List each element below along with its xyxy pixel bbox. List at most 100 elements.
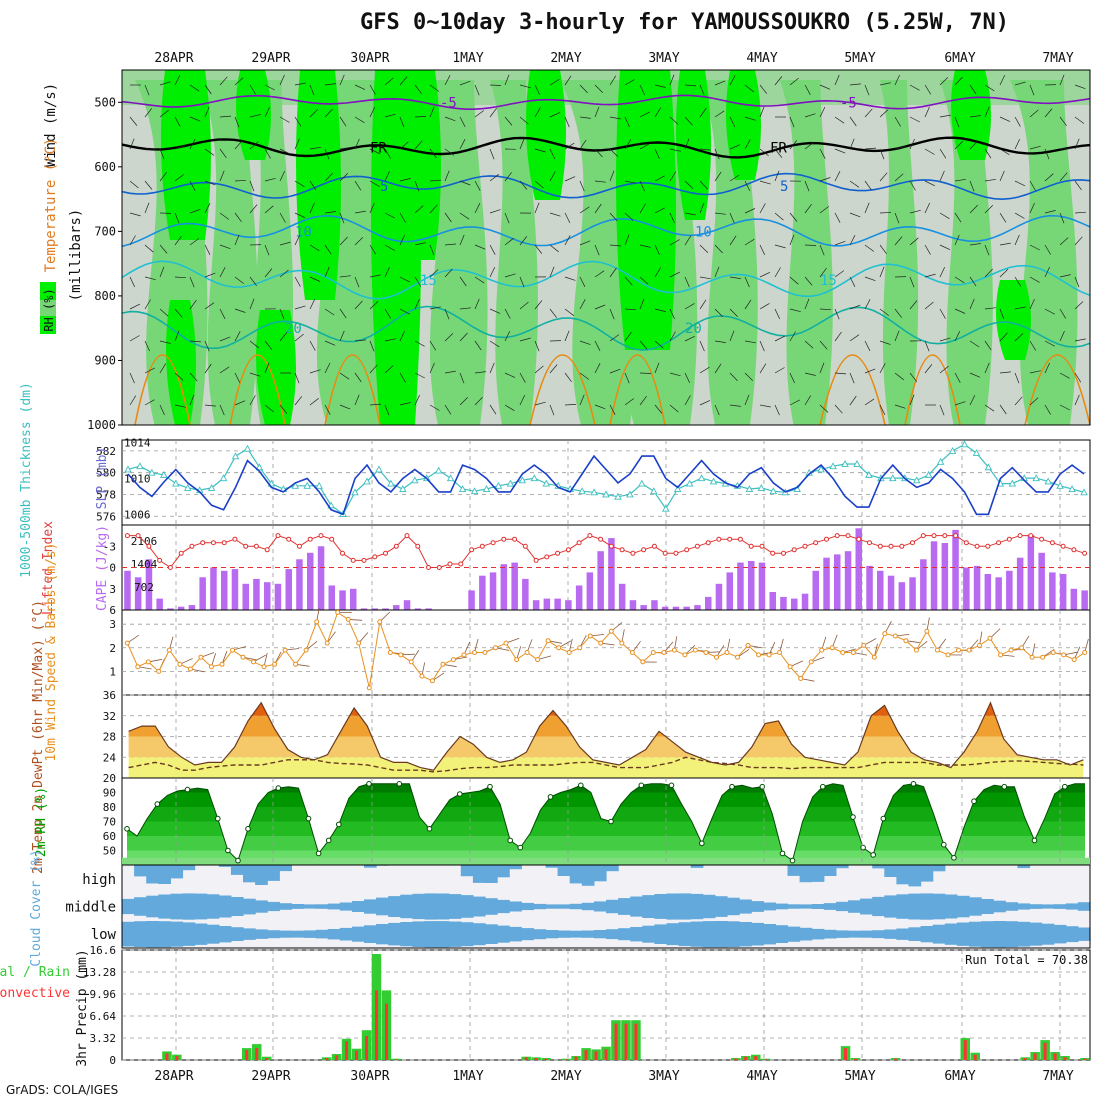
cloud-cover-bar: [183, 865, 196, 870]
rh-saturated-region: [951, 70, 991, 160]
cape-bar: [264, 582, 271, 610]
wind-speed-point: [778, 651, 782, 655]
cape-tick-label: 1404: [131, 558, 158, 571]
cloud-cover-bar: [775, 904, 788, 910]
cape-bar: [1081, 590, 1088, 610]
cape-bar: [393, 605, 400, 610]
rh2m-point: [1032, 838, 1037, 843]
li-tick-label: 0: [109, 562, 116, 575]
wind-speed-point: [241, 655, 245, 659]
wind-speed-point: [220, 662, 224, 666]
cape-bar: [350, 589, 357, 610]
cloud-cover-bar: [654, 894, 667, 919]
li-point: [276, 534, 280, 538]
rh2m-point: [226, 848, 231, 853]
rh2m-point: [851, 815, 856, 820]
wind-speed-point: [315, 620, 319, 624]
wind-speed-point: [841, 651, 845, 655]
cloud-cover-bar: [158, 921, 171, 947]
rh2m-point: [236, 858, 241, 863]
li-point: [384, 551, 388, 555]
slp-axis-label: SLP (mb): [95, 447, 110, 510]
bottom-date-label: 30APR: [350, 1069, 389, 1084]
precip-tick-label: 6.64: [90, 1010, 117, 1023]
wind-speed-point: [157, 669, 161, 673]
li-point: [706, 541, 710, 545]
precip-legend-total: Total / Rain: [0, 965, 70, 980]
wind-speed-point: [999, 653, 1003, 657]
cloud-cover-bar: [558, 931, 571, 938]
li-point: [502, 537, 506, 541]
cape-bar: [511, 563, 518, 610]
rh2m-axis-label: 2m RH (%): [34, 787, 49, 857]
li-point: [319, 534, 323, 538]
li-point: [954, 534, 958, 538]
precip-tick-label: 0: [109, 1054, 116, 1067]
wind-speed-point: [357, 641, 361, 645]
thickness-point: [376, 466, 382, 472]
wind-barb: [490, 85, 501, 86]
cloud-cover-bar: [134, 921, 147, 947]
precip-convective-bar: [1054, 1053, 1057, 1060]
wind-speed-point: [1072, 658, 1076, 662]
isotherm-label: 5: [380, 179, 388, 195]
cloud-cover-bar: [122, 899, 135, 914]
cape-bar: [694, 605, 701, 610]
wind-speed-point: [988, 636, 992, 640]
cloud-cover-bar: [533, 929, 546, 939]
li-point: [620, 548, 624, 552]
cloud-cover-bar: [1066, 903, 1079, 909]
rh2m-point: [508, 838, 513, 843]
cloud-cover-bar: [751, 923, 764, 946]
cloud-cover-bar: [364, 899, 377, 913]
precip-convective-bar: [1034, 1053, 1037, 1060]
li-point: [470, 548, 474, 552]
cloud-cover-bar: [921, 865, 934, 882]
li-point: [147, 544, 151, 548]
wind-barb: [640, 373, 651, 374]
precip-convective-bar: [1084, 1059, 1087, 1060]
cloud-cover-bar: [969, 897, 982, 915]
temp-tick-label: 24: [103, 751, 117, 764]
li-point: [943, 534, 947, 538]
cloud-cover-bar: [727, 921, 740, 947]
rh2m-point: [488, 784, 493, 789]
cloud-cover-bar: [158, 895, 171, 919]
cloud-cover-bar: [1005, 921, 1018, 947]
cape-bar: [544, 599, 551, 610]
rh2m-point: [397, 782, 402, 787]
isotherm-label: 20: [285, 321, 302, 337]
cloud-cover-bar: [981, 899, 994, 914]
cloud-cover-bar: [255, 865, 268, 885]
wind-speed-point: [388, 651, 392, 655]
wind-speed-point: [978, 643, 982, 647]
rh2m-point: [972, 799, 977, 804]
cloud-cover-bar: [763, 924, 776, 944]
cape-bar: [985, 574, 992, 610]
cloud-cover-bar: [267, 902, 280, 911]
cloud-cover-bar: [255, 929, 268, 939]
rh2m-tick-label: 90: [103, 787, 116, 800]
cape-bar: [221, 571, 228, 610]
temp-tick-label: 32: [103, 710, 116, 723]
li-point: [566, 548, 570, 552]
li-point: [448, 562, 452, 566]
cloud-cover-bar: [425, 893, 438, 919]
precip-convective-bar: [395, 1059, 398, 1060]
li-point: [459, 562, 463, 566]
cloud-cover-bar: [812, 929, 825, 940]
cloud-cover-bar: [485, 924, 498, 944]
li-point: [911, 541, 915, 545]
cape-bar: [909, 577, 916, 610]
rh2m-point: [821, 784, 826, 789]
cloud-cover-bar: [884, 895, 897, 917]
rh-saturated-region: [726, 70, 761, 180]
rh2m-point: [1063, 784, 1068, 789]
cape-bar: [253, 579, 260, 610]
rh2m-point: [306, 816, 311, 821]
li-point: [663, 551, 667, 555]
rh2m-point: [548, 795, 553, 800]
rh2m-point: [730, 784, 735, 789]
li-point: [298, 544, 302, 548]
thickness-point: [651, 488, 657, 494]
